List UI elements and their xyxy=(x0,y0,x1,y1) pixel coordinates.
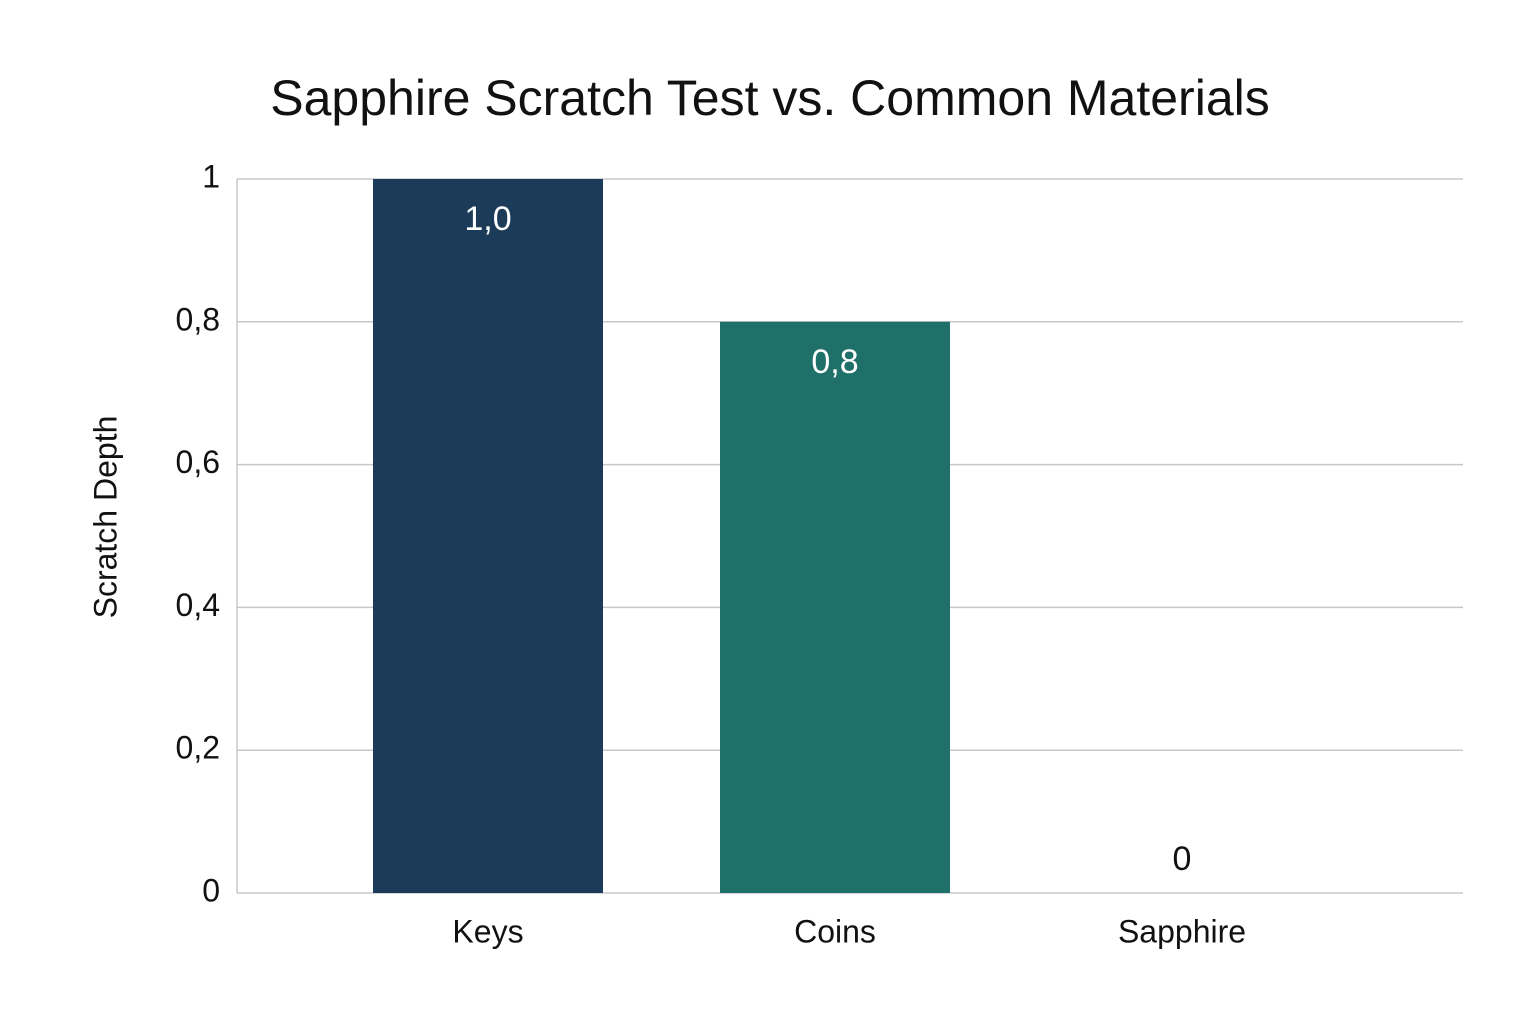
value-label: 0,8 xyxy=(811,343,858,381)
y-tick-label: 0,6 xyxy=(176,444,220,480)
value-label: 1,0 xyxy=(464,200,511,238)
bar xyxy=(720,321,950,893)
x-tick-label: Sapphire xyxy=(1118,913,1246,949)
x-tick-label: Keys xyxy=(452,913,523,949)
bar xyxy=(373,179,603,893)
y-tick-label: 0,8 xyxy=(176,301,220,337)
value-label: 0 xyxy=(1173,840,1192,878)
y-tick-label: 0,2 xyxy=(176,730,220,766)
x-tick-label: Coins xyxy=(794,913,876,949)
y-tick-label: 1 xyxy=(202,158,220,194)
y-tick-label: 0,4 xyxy=(176,587,220,623)
chart-title: Sapphire Scratch Test vs. Common Materia… xyxy=(270,70,1269,126)
y-axis-label: Scratch Depth xyxy=(87,416,123,619)
y-tick-label: 0 xyxy=(202,872,220,908)
